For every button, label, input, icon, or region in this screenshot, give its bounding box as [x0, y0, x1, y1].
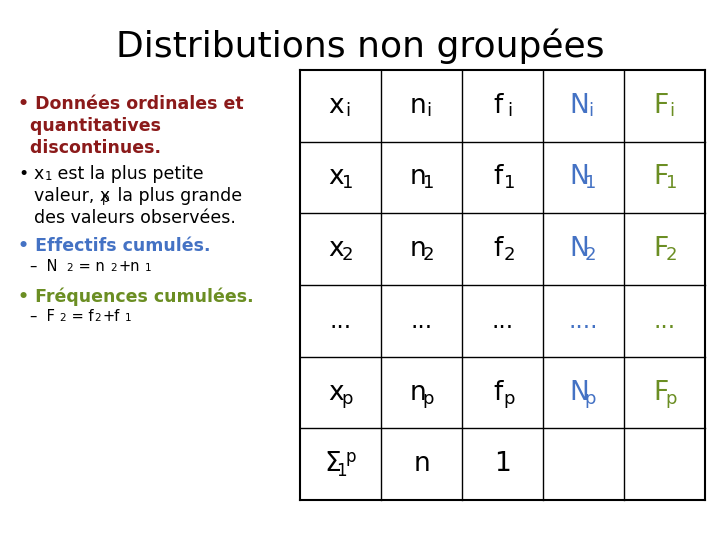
Text: N: N: [570, 236, 590, 262]
Text: 2: 2: [504, 246, 516, 264]
Text: ...: ...: [410, 309, 433, 333]
Text: f: f: [494, 93, 503, 119]
Text: Σ: Σ: [324, 451, 341, 477]
Text: x: x: [329, 236, 344, 262]
Text: 1: 1: [342, 174, 354, 192]
Text: ...: ...: [654, 309, 675, 333]
Text: x: x: [329, 93, 344, 119]
Text: ...: ...: [492, 309, 513, 333]
Text: • Effectifs cumulés.: • Effectifs cumulés.: [18, 237, 210, 255]
Text: 1: 1: [45, 170, 53, 183]
Text: i: i: [507, 102, 512, 120]
Text: • Fréquences cumulées.: • Fréquences cumulées.: [18, 287, 253, 306]
Text: quantitatives: quantitatives: [18, 117, 161, 135]
Text: F: F: [653, 236, 668, 262]
Text: 1: 1: [666, 174, 678, 192]
Text: F: F: [653, 93, 668, 119]
Text: x: x: [34, 165, 44, 183]
Text: 2: 2: [423, 246, 434, 264]
Text: p: p: [585, 389, 596, 408]
Text: 2: 2: [94, 313, 101, 323]
Text: i: i: [588, 102, 593, 120]
Text: +f: +f: [102, 309, 120, 324]
Text: n: n: [409, 93, 426, 119]
Text: = f: = f: [67, 309, 94, 324]
Text: i: i: [345, 102, 350, 120]
Text: ....: ....: [569, 309, 598, 333]
Text: p: p: [666, 389, 678, 408]
Text: valeur, x: valeur, x: [34, 187, 110, 205]
Text: 2: 2: [59, 313, 66, 323]
Text: N: N: [570, 380, 590, 406]
Text: discontinues.: discontinues.: [18, 139, 161, 157]
Text: 1: 1: [125, 313, 132, 323]
Text: p: p: [504, 389, 516, 408]
Text: 1: 1: [336, 462, 347, 480]
Text: 1: 1: [494, 451, 511, 477]
Text: 2: 2: [66, 263, 73, 273]
Text: la plus grande: la plus grande: [112, 187, 242, 205]
Text: 1: 1: [423, 174, 434, 192]
Text: 1: 1: [504, 174, 516, 192]
Text: p: p: [342, 389, 354, 408]
Text: 2: 2: [666, 246, 678, 264]
Text: i: i: [669, 102, 674, 120]
Text: 1: 1: [145, 263, 152, 273]
Text: n: n: [413, 451, 430, 477]
Text: p: p: [423, 389, 434, 408]
Text: +n: +n: [118, 259, 140, 274]
Text: x: x: [329, 380, 344, 406]
Text: i: i: [426, 102, 431, 120]
Text: f: f: [494, 380, 503, 406]
Text: • Données ordinales et: • Données ordinales et: [18, 95, 243, 113]
Text: p: p: [102, 192, 109, 205]
Text: –  N: – N: [30, 259, 58, 274]
Text: 1: 1: [585, 174, 596, 192]
Text: n: n: [409, 165, 426, 191]
Text: –  F: – F: [30, 309, 55, 324]
Text: 2: 2: [110, 263, 117, 273]
Text: x: x: [329, 165, 344, 191]
Text: 2: 2: [342, 246, 354, 264]
Text: N: N: [570, 165, 590, 191]
Text: est la plus petite: est la plus petite: [52, 165, 204, 183]
Text: ...: ...: [330, 309, 351, 333]
Text: = n: = n: [74, 259, 104, 274]
Text: n: n: [409, 380, 426, 406]
Text: Distributions non groupées: Distributions non groupées: [116, 28, 604, 64]
Text: N: N: [570, 93, 590, 119]
Text: 2: 2: [585, 246, 596, 264]
Text: p: p: [346, 448, 356, 466]
Text: F: F: [653, 380, 668, 406]
Text: f: f: [494, 165, 503, 191]
Text: •: •: [18, 165, 28, 183]
Text: des valeurs observées.: des valeurs observées.: [34, 209, 236, 227]
Text: F: F: [653, 165, 668, 191]
Text: f: f: [494, 236, 503, 262]
Text: n: n: [409, 236, 426, 262]
